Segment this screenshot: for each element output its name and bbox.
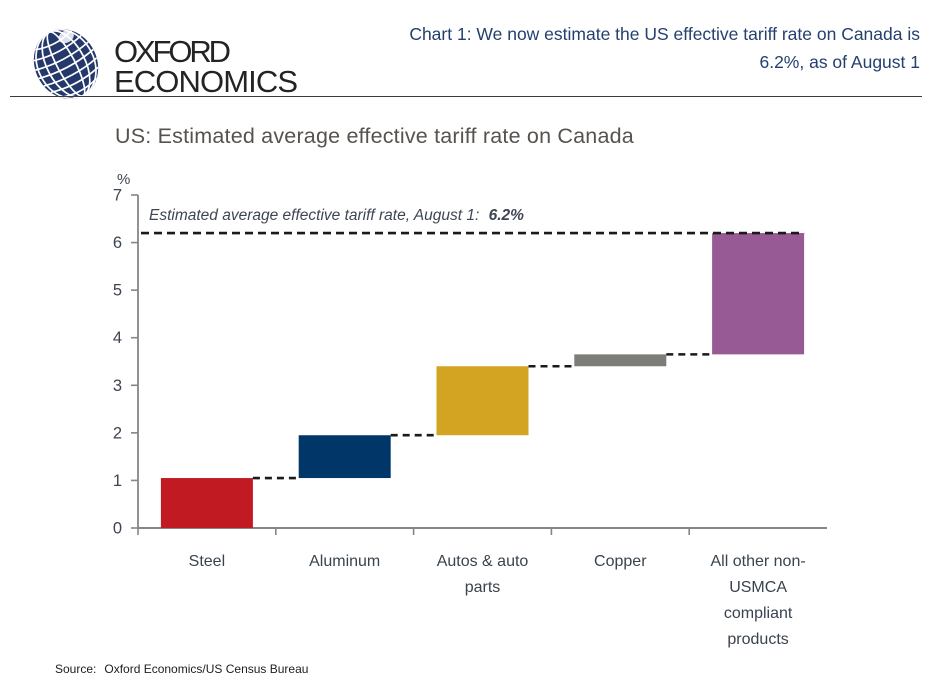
logo-word-oxford: OXFORD: [114, 34, 231, 69]
category-label-aluminum: Aluminum: [309, 553, 380, 570]
y-tick-label: 0: [113, 520, 122, 538]
reference-annotation-text: Estimated average effective tariff rate,…: [149, 207, 479, 224]
report-title-line-1: Chart 1: We now estimate the US effectiv…: [409, 24, 920, 44]
bar-copper: [574, 354, 667, 367]
reference-annotation-value: 6.2%: [489, 207, 525, 224]
bar-aluminum: [298, 435, 391, 479]
y-tick-label: 3: [113, 377, 122, 395]
tariff-waterfall-chart: % Estimated average effective tariff rat…: [113, 171, 827, 648]
logo-wordmark: OXFORD ECONOMICS: [114, 34, 298, 99]
bar-autos-auto-parts: [436, 366, 529, 436]
report-title-line-2: 6.2%, as of August 1: [759, 52, 920, 72]
y-tick-label: 2: [113, 424, 122, 442]
source-line: Source: Oxford Economics/US Census Burea…: [55, 662, 308, 676]
chart-title: US: Estimated average effective tariff r…: [115, 124, 634, 148]
category-label-autos-auto-parts: parts: [465, 579, 501, 596]
oxford-economics-logo: OXFORD ECONOMICS: [14, 10, 314, 100]
source-text: Oxford Economics/US Census Bureau: [104, 662, 309, 676]
bar-steel: [160, 478, 253, 528]
category-label-all-other-non-usmca-compliant-products: products: [727, 631, 788, 648]
y-tick-label: 7: [113, 187, 122, 205]
globe-icon: [33, 28, 99, 100]
header-divider: [10, 96, 922, 97]
bar-all-other-non-usmca-compliant-products: [712, 233, 805, 355]
category-label-all-other-non-usmca-compliant-products: All other non-: [711, 553, 806, 570]
category-label-all-other-non-usmca-compliant-products: USMCA: [729, 579, 787, 596]
reference-annotation: Estimated average effective tariff rate,…: [149, 207, 524, 224]
y-tick-label: 6: [113, 234, 122, 252]
category-label-autos-auto-parts: Autos & auto: [437, 553, 529, 570]
y-tick-label: 1: [113, 472, 122, 490]
category-label-all-other-non-usmca-compliant-products: compliant: [724, 605, 793, 622]
y-axis-unit-label: %: [117, 171, 130, 188]
source-label: Source:: [55, 662, 97, 676]
y-tick-label: 5: [113, 282, 122, 300]
y-tick-label: 4: [113, 329, 122, 347]
category-label-steel: Steel: [189, 553, 225, 570]
logo-word-economics: ECONOMICS: [114, 64, 298, 99]
report-title: Chart 1: We now estimate the US effectiv…: [260, 20, 920, 76]
category-label-copper: Copper: [594, 553, 647, 570]
